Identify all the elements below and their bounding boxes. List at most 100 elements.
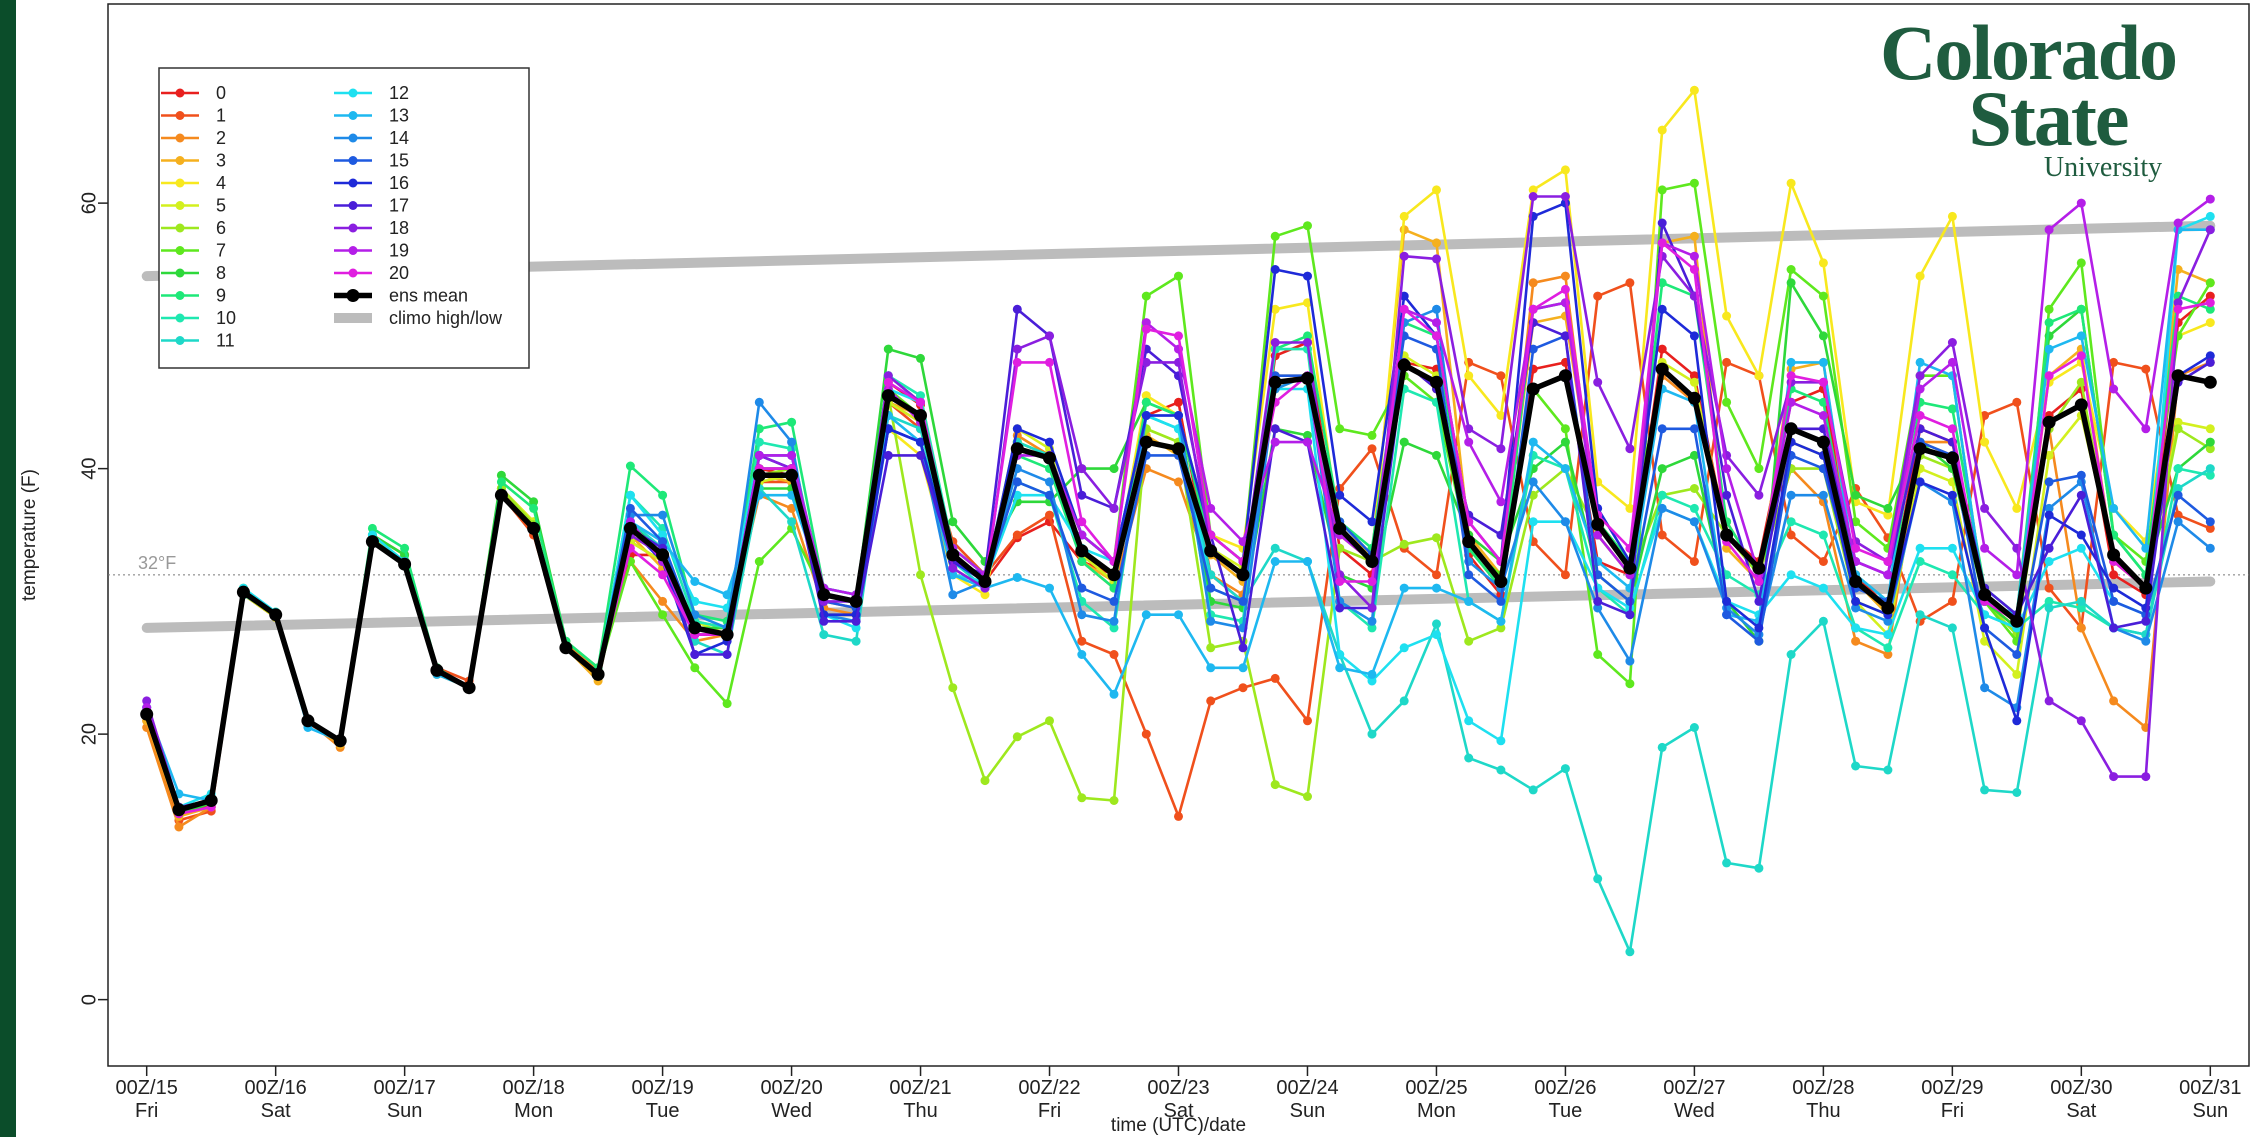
- y-tick-label: 0: [78, 994, 100, 1005]
- member-1-point: [1303, 716, 1312, 726]
- member-12-point: [851, 623, 861, 633]
- ens-mean-point: [2171, 369, 2185, 383]
- member-4-point: [1883, 510, 1893, 520]
- x-tick-day-label: Sat: [1163, 1100, 1193, 1122]
- ens-mean-point: [2203, 375, 2217, 389]
- member-4-point: [1464, 371, 1474, 381]
- member-13-point: [1238, 663, 1248, 673]
- legend-label: 8: [216, 263, 226, 283]
- member-11-point: [1560, 764, 1570, 774]
- member-18-point: [1947, 338, 1957, 347]
- member-11-point: [819, 630, 829, 640]
- member-7-point: [1786, 265, 1796, 274]
- member-13-point: [1335, 663, 1345, 673]
- member-0-point: [1174, 397, 1183, 407]
- member-16-point: [1174, 411, 1183, 420]
- member-6-point: [1303, 792, 1312, 801]
- member-10-point: [2205, 470, 2215, 480]
- ens-mean-point: [2107, 548, 2121, 562]
- member-14-point: [1528, 477, 1538, 487]
- member-7-point: [2205, 278, 2215, 288]
- member-6-point: [1045, 716, 1054, 726]
- ens-mean-point: [559, 641, 573, 655]
- ens-mean-point: [720, 628, 734, 642]
- member-10-point: [1786, 517, 1796, 527]
- ens-mean-point: [236, 585, 250, 599]
- member-10-point: [2076, 603, 2086, 613]
- member-6-point: [2205, 444, 2215, 454]
- ens-mean-point: [881, 389, 895, 403]
- member-6-point: [948, 683, 958, 693]
- member-10-point: [1109, 623, 1119, 633]
- member-15-point: [1464, 570, 1474, 580]
- member-7-point: [1367, 430, 1377, 440]
- legend-label: 10: [216, 308, 236, 328]
- ens-mean-point: [849, 594, 863, 608]
- ens-mean-point: [978, 575, 992, 588]
- member-16-point: [1947, 490, 1957, 500]
- member-9-point: [787, 417, 797, 427]
- member-18-point: [2173, 298, 2183, 308]
- member-19-point: [1980, 543, 1990, 553]
- legend-marker: [348, 133, 358, 143]
- member-14-point: [1883, 616, 1893, 626]
- member-14-point: [2173, 517, 2183, 527]
- member-16-point: [1754, 623, 1764, 633]
- member-2-point: [1174, 477, 1183, 487]
- member-4-point: [1722, 311, 1732, 321]
- member-12-point: [1367, 676, 1377, 686]
- member-19-point: [1206, 503, 1216, 513]
- member-13-point: [1915, 357, 1925, 367]
- member-17-point: [883, 450, 893, 460]
- member-6-point: [2173, 424, 2183, 434]
- member-4-point: [1625, 503, 1635, 513]
- member-13-point: [1141, 610, 1151, 620]
- member-6-point: [1432, 533, 1441, 543]
- member-6-point: [1464, 636, 1474, 646]
- member-11-point: [1593, 874, 1603, 884]
- x-tick-label: 00Z/16: [245, 1077, 307, 1099]
- member-20-point: [1432, 331, 1441, 341]
- legend-marker: [348, 268, 358, 278]
- x-tick-day-label: Sun: [387, 1100, 423, 1122]
- ens-mean-point: [1365, 555, 1379, 568]
- member-10-point: [1689, 503, 1699, 513]
- member-11-point: [1980, 785, 1990, 795]
- member-17-point: [2109, 623, 2119, 633]
- member-19-point: [1141, 318, 1151, 328]
- member-9-point: [1141, 397, 1151, 407]
- member-20-point: [1851, 543, 1861, 553]
- legend-label: 1: [216, 106, 226, 126]
- member-11-point: [1367, 729, 1377, 739]
- member-11-point: [1689, 723, 1699, 732]
- legend-label: climo high/low: [389, 308, 503, 328]
- ens-mean-point: [1687, 391, 1701, 405]
- member-18-point: [2076, 716, 2086, 726]
- member-1-point: [1689, 557, 1699, 566]
- member-0-point: [1657, 344, 1667, 354]
- ens-mean-point: [623, 521, 637, 535]
- member-14-point: [1657, 503, 1667, 513]
- member-19-point: [1947, 357, 1957, 367]
- member-14-point: [1367, 616, 1377, 626]
- member-15-point: [1045, 490, 1054, 500]
- member-9-point: [400, 543, 410, 553]
- legend-label: 14: [389, 128, 409, 148]
- member-2-point: [2076, 623, 2086, 633]
- member-14-point: [1818, 490, 1828, 500]
- x-tick-label: 00Z/30: [2050, 1077, 2112, 1099]
- member-1-point: [1786, 530, 1796, 540]
- member-20-point: [1754, 577, 1764, 586]
- member-8-point: [2205, 437, 2215, 447]
- member-14-point: [2044, 503, 2054, 513]
- member-1-point: [1045, 510, 1054, 520]
- member-4-point: [1657, 125, 1667, 135]
- legend-label: 16: [389, 173, 409, 193]
- ens-mean-point: [398, 557, 412, 571]
- member-18-point: [142, 696, 152, 706]
- member-17-point: [1560, 331, 1570, 341]
- member-7-point: [1818, 291, 1828, 301]
- member-14-point: [1980, 683, 1990, 693]
- member-19-point: [754, 450, 764, 460]
- member-12-point: [625, 490, 635, 500]
